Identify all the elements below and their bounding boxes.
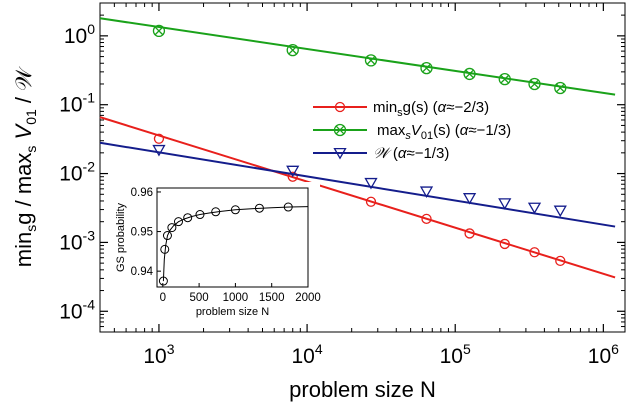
inset-point: [211, 207, 221, 217]
y-axis-title: minsg / maxs V01 / 𝒲: [11, 66, 39, 267]
series-1-point: [554, 81, 567, 95]
inset-y-tick-label: 0.94: [131, 266, 154, 278]
legend-marker-1: [333, 123, 347, 137]
x-axis-title: problem size N: [289, 377, 436, 402]
inset-x-tick-label: 2000: [295, 292, 321, 304]
legend-label-2: 𝒲 (α≈−1/3): [373, 145, 449, 162]
y-tick-label: 100: [64, 21, 95, 48]
x-tick-label: 104: [292, 341, 323, 368]
legend-marker-0: [334, 101, 346, 113]
series-2-point: [553, 205, 567, 218]
inset-x-tick-label: 1500: [259, 292, 285, 304]
inset-frame: [156, 187, 309, 288]
inset-y-tick-label: 0.95: [131, 227, 153, 239]
inset-point: [230, 205, 240, 215]
x-tick-label: 103: [143, 341, 174, 368]
series-0-fit-line: [99, 116, 616, 279]
inset-point: [158, 276, 168, 286]
series-1-point: [498, 73, 511, 86]
legend-label-1: maxsV01(s) (α≈−1/3): [377, 122, 511, 142]
series-1-point: [286, 43, 299, 57]
x-tick-label: 105: [440, 341, 471, 368]
series-0-point: [529, 247, 540, 258]
y-tick-label: 10-4: [59, 296, 95, 323]
legend: minsg(s) (α≈−2/3) maxsV01(s) (α≈−1/3) 𝒲 (α…: [313, 99, 511, 162]
main-plot: 103 104 105 106 100 10-1 10-2 10-3 10-4 problem s…: [11, 2, 626, 402]
series-1: [99, 17, 616, 96]
series-2: [99, 141, 616, 228]
series-2-point: [286, 165, 300, 178]
series-2-point: [498, 198, 512, 210]
series-1-point: [420, 61, 433, 75]
series-2-point: [419, 186, 434, 198]
series-0-point: [464, 228, 475, 239]
series-1-point: [463, 67, 476, 81]
series-1-point: [528, 77, 541, 91]
inset-point: [254, 203, 264, 213]
inset-point: [183, 213, 193, 223]
inset-x-tick-label: 1000: [223, 292, 249, 304]
series-0-point: [365, 196, 377, 207]
series-2-point: [527, 202, 542, 215]
inset-point: [167, 223, 177, 233]
y-tick-label: 10-2: [59, 159, 95, 186]
series-0-point: [153, 133, 165, 144]
series-1-point: [364, 54, 378, 67]
inset-point: [283, 202, 293, 212]
series-2-point: [152, 144, 166, 157]
inset-y-tick-label: 0.96: [131, 187, 153, 199]
y-tick-label: 10-3: [59, 227, 95, 254]
series-2-point: [364, 177, 378, 190]
series-1-point: [152, 24, 166, 38]
legend-marker-2: [333, 147, 347, 160]
plot-frame: [99, 2, 626, 333]
series-1-fit-line: [99, 17, 616, 96]
inset-plot: 0 500 1000 1500 2000 0.94 0.95 0.96 problem size…: [115, 182, 321, 321]
inset-point: [195, 210, 205, 220]
x-tick-label: 106: [588, 341, 619, 368]
series-0-point: [421, 213, 432, 224]
inset-x-tick-label: 0: [160, 292, 166, 304]
inset-point: [173, 217, 183, 227]
y-tick-label: 10-1: [59, 90, 95, 117]
series-0-point: [555, 255, 566, 266]
series-0: [99, 116, 616, 279]
inset-y-axis-title: GS probability: [115, 202, 127, 272]
legend-label-0: minsg(s) (α≈−2/3): [373, 99, 489, 119]
series-0-point: [499, 238, 510, 250]
series-0-point: [287, 171, 298, 182]
series-2-fit-line: [99, 141, 616, 228]
inset-point: [160, 244, 170, 254]
series-2-point: [462, 193, 477, 205]
inset-x-tick-label: 500: [190, 292, 209, 304]
inset-x-axis-title: problem size N: [196, 306, 269, 318]
inset-point: [162, 231, 172, 241]
